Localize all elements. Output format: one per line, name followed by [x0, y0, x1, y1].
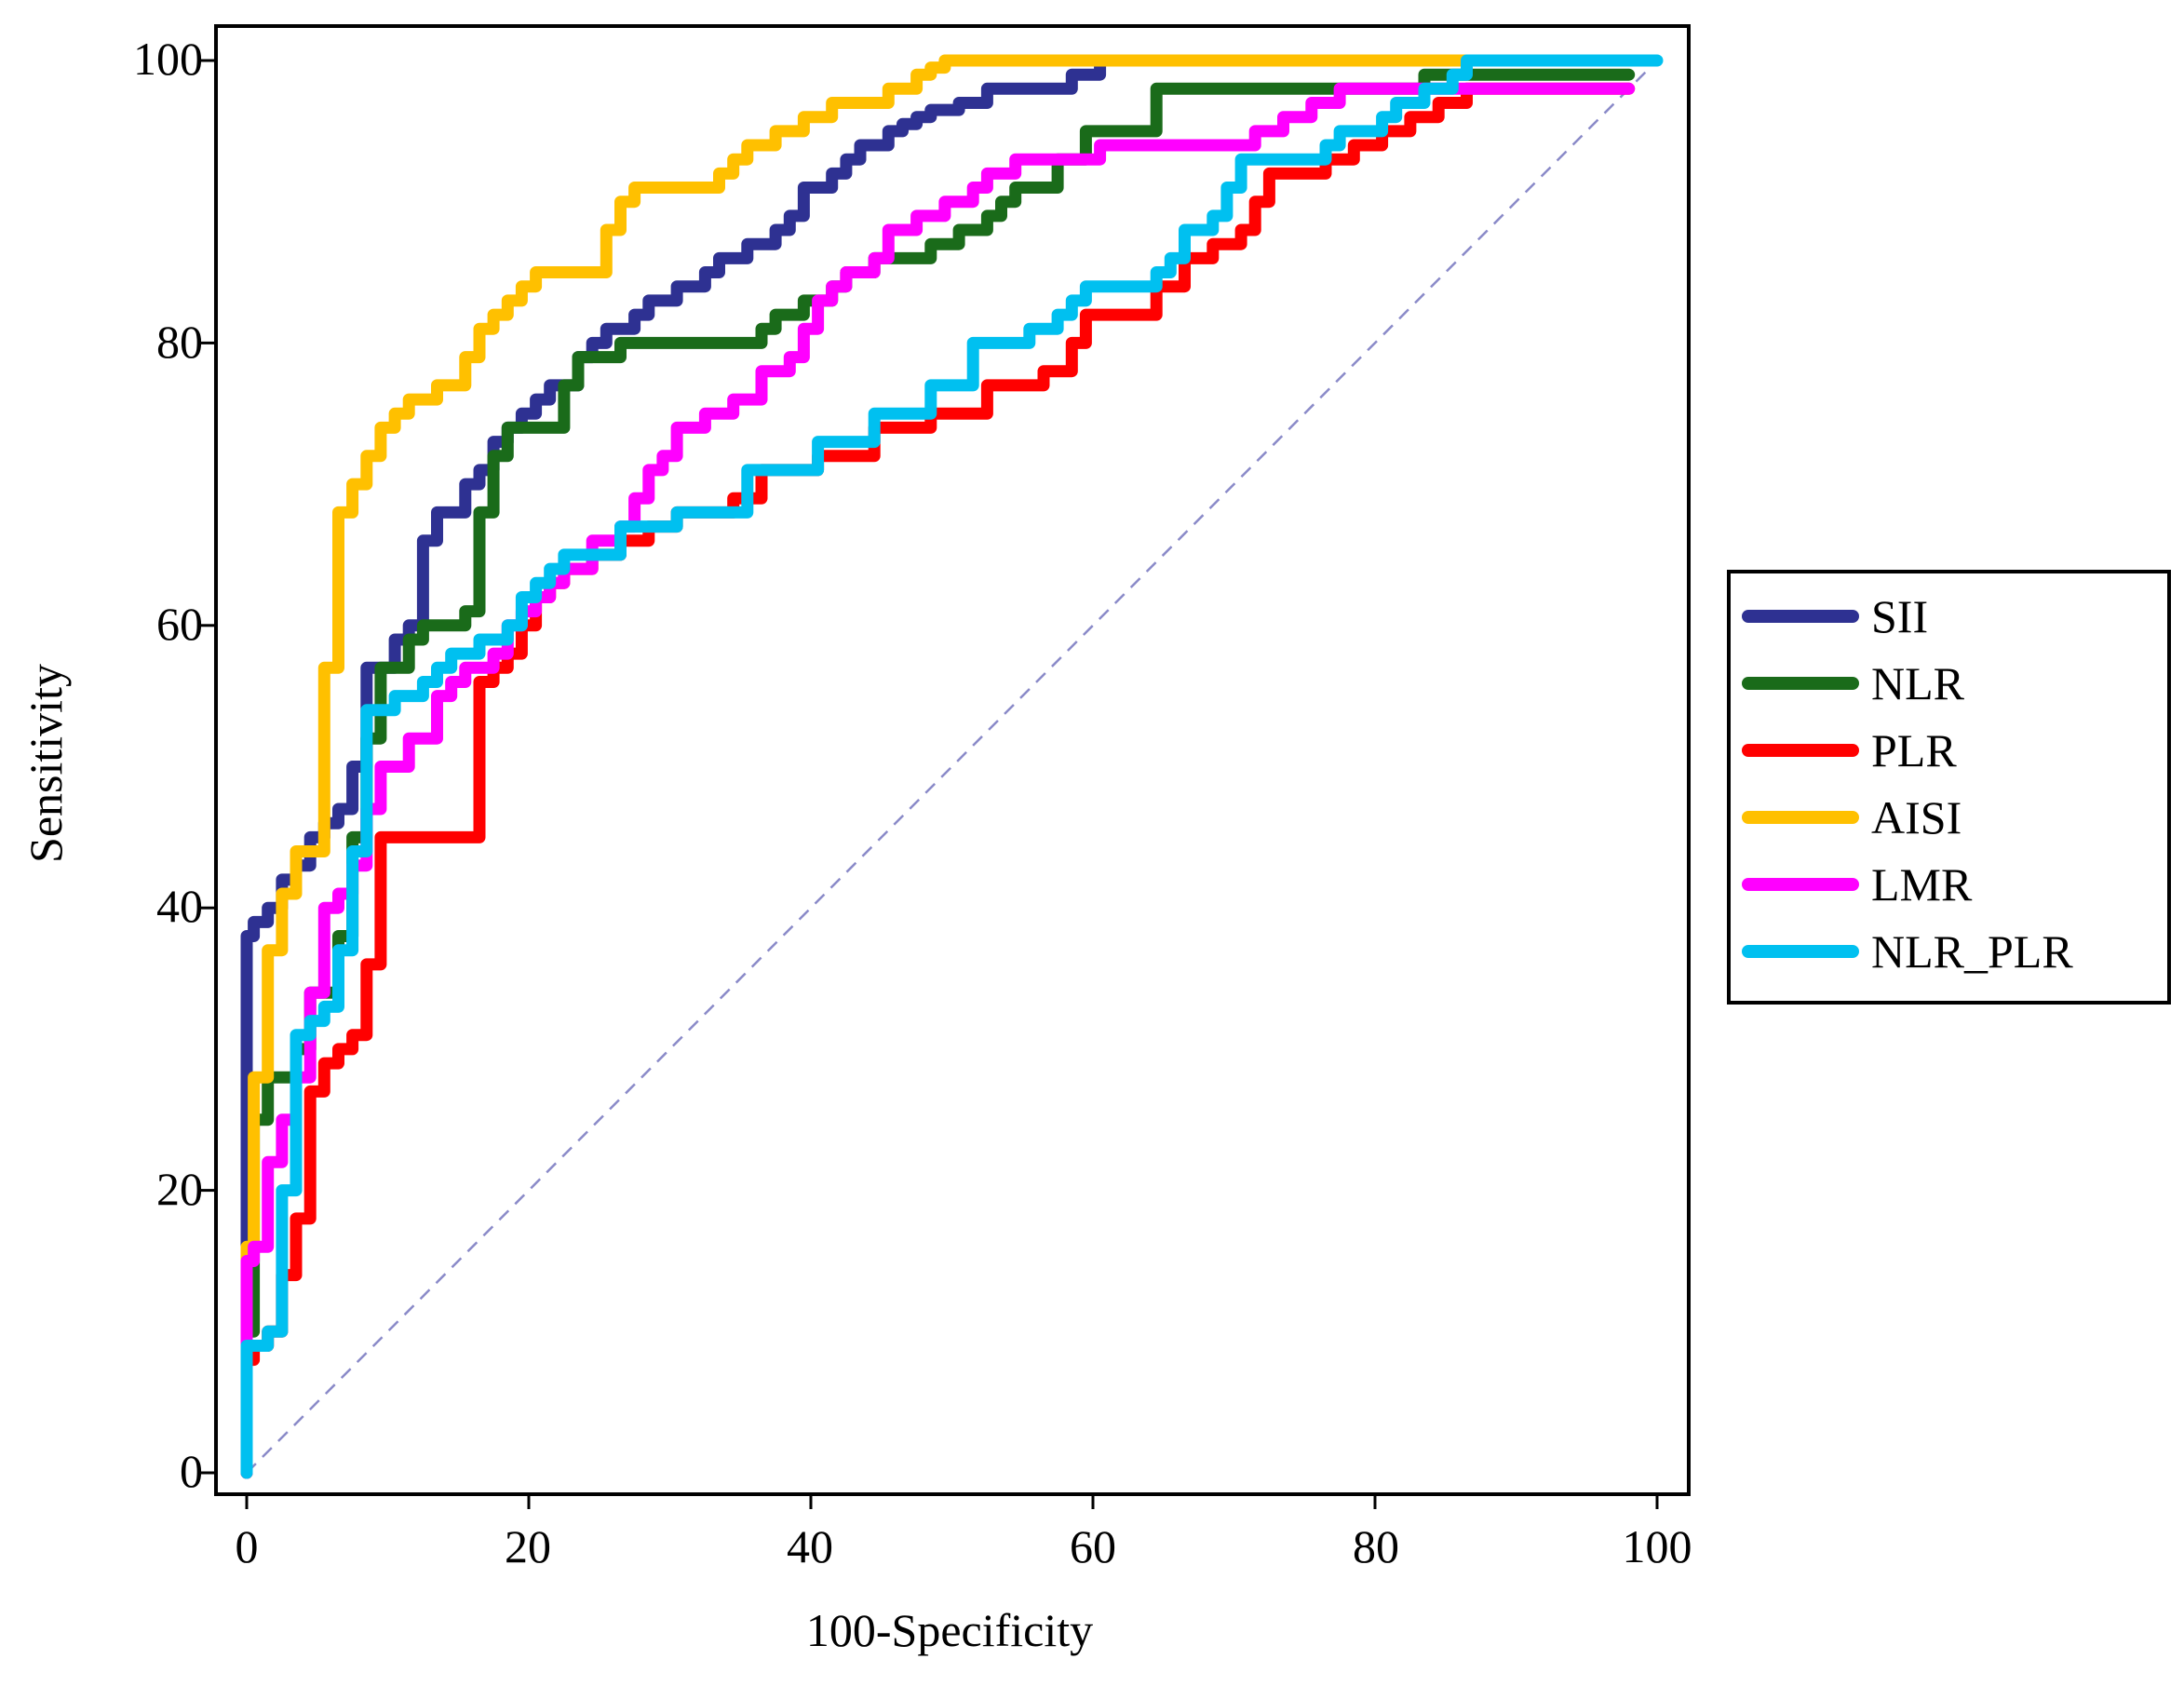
legend-item-lmr: LMR	[1742, 858, 1973, 910]
legend-label-nlr-plr: NLR_PLR	[1871, 925, 2073, 978]
x-tick: 20	[505, 1520, 551, 1572]
y-tick: 100	[133, 33, 203, 85]
y-tick: 40	[156, 880, 203, 932]
legend-label-aisi: AISI	[1871, 791, 1962, 843]
x-tick-label: 80	[1353, 1520, 1399, 1572]
y-tick: 60	[156, 598, 203, 650]
x-tick: 80	[1353, 1520, 1399, 1572]
x-tick: 100	[1623, 1520, 1692, 1572]
y-tick-label: 60	[156, 598, 203, 650]
y-tick-label: 80	[156, 316, 203, 368]
legend-label-plr: PLR	[1871, 724, 1957, 776]
x-tick-label: 60	[1070, 1520, 1116, 1572]
x-tick-label: 40	[787, 1520, 833, 1572]
legend-label-sii: SII	[1871, 590, 1928, 642]
legend-label-nlr: NLR	[1871, 657, 1965, 709]
y-tick-label: 100	[133, 33, 203, 85]
legend-item-plr: PLR	[1742, 724, 1957, 776]
x-axis-title: 100-Specificity	[806, 1604, 1093, 1656]
x-tick: 40	[787, 1520, 833, 1572]
legend-item-nlr-plr: NLR_PLR	[1742, 925, 2073, 978]
tick-layer: 0 20 40 60 80 100 0 20 40 60 80 100	[133, 33, 1692, 1572]
legend-item-nlr: NLR	[1742, 657, 1965, 709]
y-tick: 20	[156, 1163, 203, 1215]
series-line-nlr-plr	[240, 54, 1664, 1479]
y-tick: 80	[156, 316, 203, 368]
plot-frame	[214, 24, 1691, 1496]
y-tick-label: 0	[180, 1445, 203, 1497]
series-line-aisi	[240, 54, 1636, 1479]
x-tick-label: 20	[505, 1520, 551, 1572]
x-tick: 60	[1070, 1520, 1116, 1572]
legend-item-aisi: AISI	[1742, 791, 1962, 843]
legend-label-lmr: LMR	[1871, 858, 1973, 910]
x-tick-label: 0	[236, 1520, 259, 1572]
series-layer	[240, 54, 1664, 1479]
y-axis-title: Sensitivity	[20, 664, 72, 863]
reference-diagonal-line	[246, 60, 1658, 1474]
x-tick: 0	[236, 1520, 259, 1572]
y-tick-label: 40	[156, 880, 203, 932]
y-tick-label: 20	[156, 1163, 203, 1215]
series-line-nlr	[240, 68, 1636, 1479]
legend-box	[1727, 570, 2171, 1005]
x-tick-label: 100	[1623, 1520, 1692, 1572]
legend-item-sii: SII	[1742, 590, 1928, 642]
legend: SII NLR PLR AISI LMR NLR_PLR	[1727, 570, 2171, 1005]
y-tick: 0	[180, 1445, 203, 1497]
